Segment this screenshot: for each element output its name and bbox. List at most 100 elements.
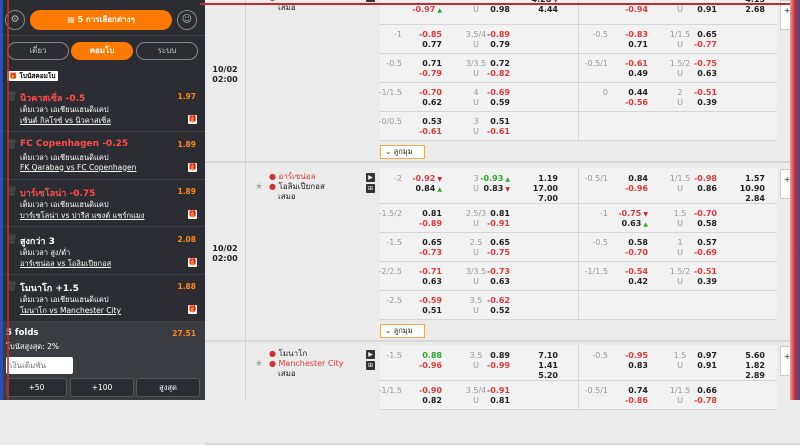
handicap-odds[interactable]: -0.96 bbox=[418, 361, 442, 370]
handicap-odds[interactable]: -0.61 bbox=[418, 127, 442, 136]
trash-icon[interactable]: 🗑 bbox=[6, 92, 18, 102]
half-1x2-odds[interactable]: 4.15 bbox=[745, 0, 765, 5]
quick-stake-50[interactable]: +50 bbox=[6, 378, 67, 397]
half-1x2-odds[interactable]: 10.90 bbox=[739, 184, 765, 193]
half-total-odds[interactable]: 0.39 bbox=[697, 277, 717, 286]
total-odds[interactable]: -0.61 bbox=[486, 127, 510, 136]
half-total-odds[interactable]: -0.75 bbox=[693, 59, 717, 68]
stats-icon[interactable]: ⊞ bbox=[366, 0, 375, 2]
half-handicap-odds[interactable]: 0.84 bbox=[628, 174, 648, 183]
handicap-odds[interactable]: 0.53 bbox=[422, 117, 442, 126]
total-odds[interactable]: -0.69 bbox=[486, 88, 510, 97]
total-odds[interactable]: 0.98 bbox=[490, 5, 510, 14]
match-teams[interactable]: ● โมนาโก ● Manchester City เสมอ bbox=[269, 349, 344, 379]
handicap-odds[interactable]: 0.84 ▲ bbox=[415, 184, 442, 193]
half-total-odds[interactable]: -0.78 bbox=[693, 396, 717, 405]
total-odds[interactable]: 0.63 bbox=[490, 277, 510, 286]
tab-single[interactable]: เดี่ยว bbox=[7, 42, 69, 60]
total-odds[interactable]: -0.62 bbox=[486, 296, 510, 305]
match-link[interactable]: FK Qarabag vs FC Copenhagen bbox=[20, 162, 137, 172]
match-teams[interactable]: ● อาร์เซน่อล ● โอลิมเปียกอส เสมอ bbox=[269, 172, 325, 202]
half-total-odds[interactable]: -0.70 bbox=[693, 209, 717, 218]
half-handicap-odds[interactable]: -0.83 bbox=[624, 30, 648, 39]
1x2-odds[interactable]: 1.41 bbox=[538, 361, 558, 370]
live-stream-icon[interactable]: ▶ bbox=[366, 350, 375, 359]
half-handicap-odds[interactable]: -0.61 bbox=[624, 59, 648, 68]
1x2-odds[interactable]: 5.20 bbox=[538, 371, 558, 380]
half-handicap-odds[interactable]: 0.63 ▲ bbox=[621, 219, 648, 228]
half-total-odds[interactable]: 0.65 bbox=[697, 30, 717, 39]
half-handicap-odds[interactable]: -0.94 bbox=[624, 5, 648, 14]
total-odds[interactable]: -0.91 bbox=[486, 219, 510, 228]
half-handicap-odds[interactable]: -0.95 bbox=[624, 351, 648, 360]
half-1x2-odds[interactable]: 5.60 bbox=[745, 351, 765, 360]
handicap-odds[interactable]: -0.85 bbox=[418, 30, 442, 39]
half-handicap-odds[interactable]: -0.56 bbox=[624, 98, 648, 107]
half-total-odds[interactable]: 0.58 bbox=[697, 219, 717, 228]
half-handicap-odds[interactable]: 0.58 bbox=[628, 238, 648, 247]
half-1x2-odds[interactable]: 2.89 bbox=[745, 371, 765, 380]
handicap-odds[interactable]: -0.70 bbox=[418, 88, 442, 97]
total-odds[interactable]: -0.73 bbox=[486, 267, 510, 276]
favorite-star-icon[interactable]: ★ bbox=[255, 0, 263, 3]
half-total-odds[interactable]: 0.57 bbox=[697, 238, 717, 247]
1x2-odds[interactable]: 7.00 bbox=[538, 194, 558, 203]
handicap-odds[interactable]: -0.89 bbox=[418, 219, 442, 228]
half-handicap-odds[interactable]: -0.70 bbox=[624, 248, 648, 257]
handicap-odds[interactable]: 0.62 bbox=[422, 98, 442, 107]
corners-toggle[interactable]: ⌄ ลูกมุม bbox=[380, 324, 425, 338]
total-odds[interactable]: 0.65 bbox=[490, 238, 510, 247]
total-odds[interactable]: 0.81 bbox=[490, 396, 510, 405]
total-odds[interactable]: 0.51 bbox=[490, 117, 510, 126]
tab-system[interactable]: ระบบ bbox=[136, 42, 198, 60]
handicap-odds[interactable]: -0.97 ▲ bbox=[412, 5, 442, 14]
half-1x2-odds[interactable]: 2.68 bbox=[745, 5, 765, 14]
settings-icon[interactable]: ⚙ bbox=[5, 10, 25, 30]
tab-combo[interactable]: คอมโบ bbox=[71, 42, 133, 60]
handicap-odds[interactable]: -0.90 bbox=[418, 386, 442, 395]
half-total-odds[interactable]: 0.91 bbox=[697, 5, 717, 14]
1x2-odds[interactable]: 4.44 bbox=[538, 5, 558, 14]
half-handicap-odds[interactable]: 0.74 bbox=[628, 386, 648, 395]
stake-input[interactable] bbox=[6, 357, 73, 374]
half-total-odds[interactable]: 0.39 bbox=[697, 98, 717, 107]
half-total-odds[interactable]: 0.97 bbox=[697, 351, 717, 360]
half-total-odds[interactable]: 0.91 bbox=[697, 361, 717, 370]
handicap-odds[interactable]: 0.88 bbox=[422, 351, 442, 360]
handicap-odds[interactable]: 0.51 bbox=[422, 306, 442, 315]
handicap-odds[interactable]: -0.79 bbox=[418, 69, 442, 78]
total-odds[interactable]: 0.83 ▼ bbox=[483, 184, 510, 193]
half-handicap-odds[interactable]: 0.83 bbox=[628, 361, 648, 370]
stats-icon[interactable]: ⊞ bbox=[366, 361, 375, 370]
1x2-odds[interactable]: 1.19 bbox=[538, 174, 558, 183]
1x2-odds[interactable]: 17.00 bbox=[532, 184, 558, 193]
half-handicap-odds[interactable]: -0.96 bbox=[624, 184, 648, 193]
half-handicap-odds[interactable]: 0.44 bbox=[628, 88, 648, 97]
trash-icon[interactable]: 🗑 bbox=[6, 187, 18, 197]
half-total-odds[interactable]: -0.98 bbox=[693, 174, 717, 183]
live-stream-icon[interactable]: ▶ bbox=[366, 173, 375, 182]
selections-button[interactable]: ▤ 5 การเลือกต่างๆ bbox=[30, 10, 172, 30]
half-total-odds[interactable]: -0.51 bbox=[693, 88, 717, 97]
match-link[interactable]: เซ้นต์ กิลโรซ์ vs นิวคาสเซิ่ล bbox=[20, 116, 111, 125]
quick-stake-100[interactable]: +100 bbox=[70, 378, 134, 397]
half-1x2-odds[interactable]: 1.82 bbox=[745, 361, 765, 370]
handicap-odds[interactable]: 0.77 bbox=[422, 40, 442, 49]
handicap-odds[interactable]: -0.92 ▼ bbox=[412, 174, 442, 183]
match-link[interactable]: บาร์เซโลน่า vs ปารีส แซงต์ แชร์กแมง bbox=[20, 211, 145, 220]
trash-icon[interactable]: 🗑 bbox=[6, 234, 18, 245]
handicap-odds[interactable]: 0.81 bbox=[422, 209, 442, 218]
total-odds[interactable]: 0.81 bbox=[490, 209, 510, 218]
half-handicap-odds[interactable]: 0.71 bbox=[628, 40, 648, 49]
half-1x2-odds[interactable]: 2.84 bbox=[745, 194, 765, 203]
half-handicap-odds[interactable]: 0.42 bbox=[628, 277, 648, 286]
total-odds[interactable]: 0.89 bbox=[490, 351, 510, 360]
stats-icon[interactable]: ⊞ bbox=[366, 184, 375, 193]
handicap-odds[interactable]: -0.71 bbox=[418, 267, 442, 276]
half-total-odds[interactable]: -0.51 bbox=[693, 267, 717, 276]
half-total-odds[interactable]: -0.69 bbox=[693, 248, 717, 257]
total-odds[interactable]: -0.93 ▲ bbox=[480, 174, 510, 183]
favorite-star-icon[interactable]: ★ bbox=[255, 359, 264, 369]
half-handicap-odds[interactable]: 0.49 bbox=[628, 69, 648, 78]
handicap-odds[interactable]: 0.65 bbox=[422, 238, 442, 247]
